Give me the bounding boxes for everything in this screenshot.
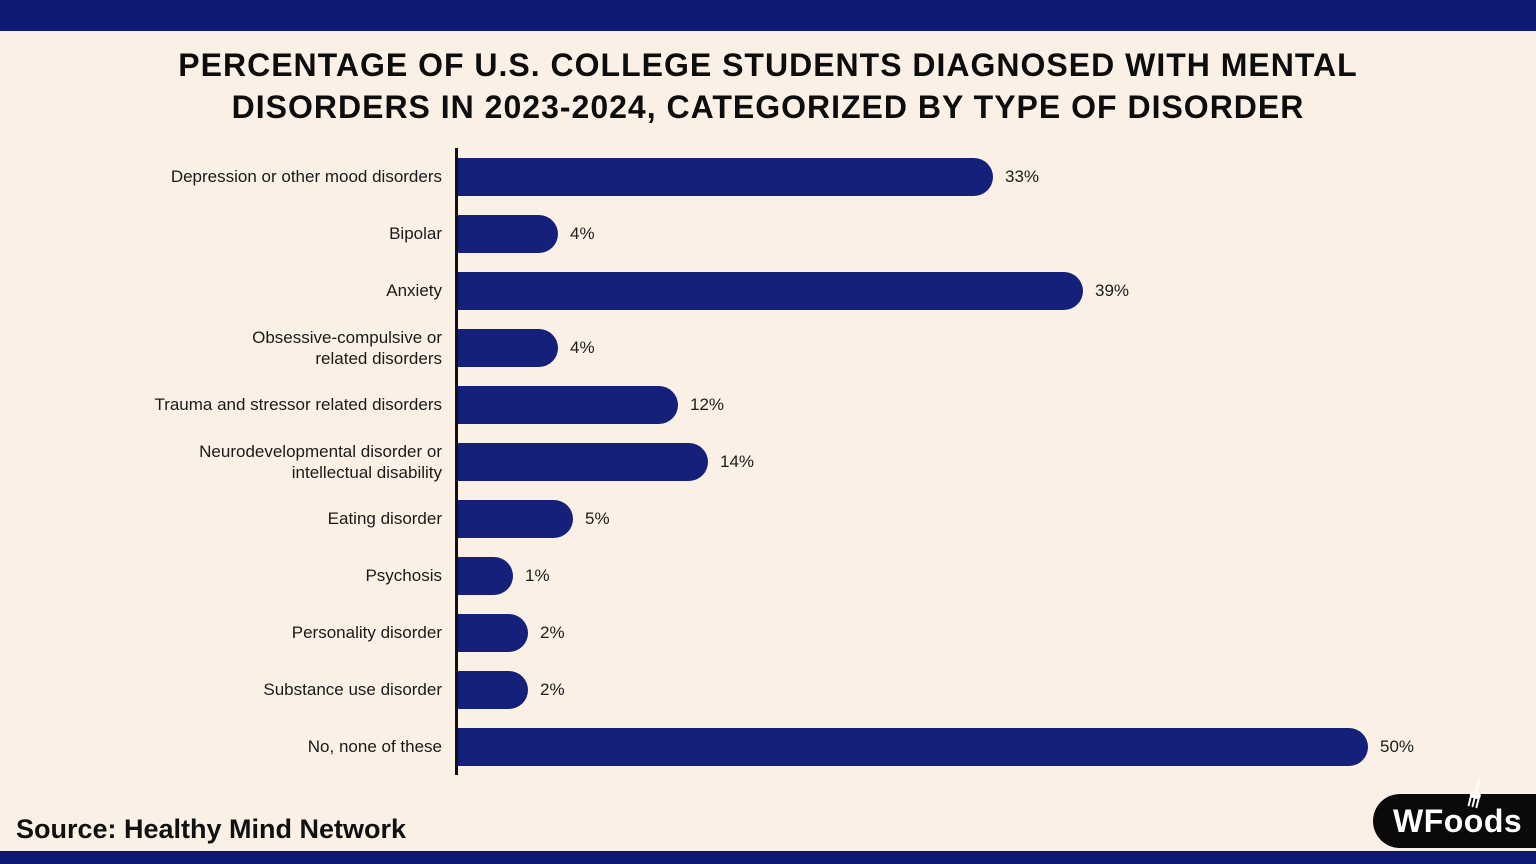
value-label: 5% (585, 508, 610, 528)
bar (458, 328, 558, 367)
value-label: 1% (525, 565, 550, 585)
value-label: 39% (1095, 280, 1130, 300)
bar (458, 499, 573, 538)
bottom-border-strip (0, 851, 1536, 864)
value-label: 33% (1005, 166, 1040, 186)
value-label: 50% (1380, 736, 1415, 756)
value-label: 12% (690, 394, 725, 414)
category-label: Eating disorder (327, 509, 442, 528)
bar-chart: Depression or other mood disorders 33% B… (0, 148, 1536, 775)
y-axis-line (455, 148, 458, 775)
chart-row: Obsessive-compulsive or related disorder… (0, 319, 1536, 376)
chart-row: Bipolar 4% (0, 205, 1536, 262)
chart-row: Depression or other mood disorders 33% (0, 148, 1536, 205)
chart-row: No, none of these 50% (0, 718, 1536, 775)
category-label: Trauma and stressor related disorders (154, 395, 442, 414)
category-label: Neurodevelopmental disorder or intellect… (199, 441, 442, 482)
chart-row: Trauma and stressor related disorders 12… (0, 376, 1536, 433)
chart-row: Personality disorder 2% (0, 604, 1536, 661)
brand-logo: WFoods (1373, 779, 1536, 848)
value-label: 4% (570, 223, 595, 243)
category-label: Obsessive-compulsive or related disorder… (252, 327, 442, 368)
chart-title-line2: DISORDERS IN 2023-2024, CATEGORIZED BY T… (231, 89, 1305, 125)
category-label: Personality disorder (291, 623, 442, 642)
brand-logo-text: WFoods (1393, 802, 1523, 839)
value-label: 4% (570, 337, 595, 357)
value-label: 14% (720, 451, 755, 471)
bar (458, 727, 1368, 766)
value-label: 2% (540, 679, 565, 699)
chart-row: Eating disorder 5% (0, 490, 1536, 547)
bar (458, 613, 528, 652)
category-label: Depression or other mood disorders (170, 167, 442, 186)
category-label: Anxiety (386, 281, 442, 300)
bar (458, 157, 993, 196)
bar (458, 556, 513, 595)
category-label: Psychosis (365, 566, 442, 585)
bar (458, 442, 708, 481)
chart-row: Neurodevelopmental disorder or intellect… (0, 433, 1536, 490)
category-label: No, none of these (307, 737, 442, 756)
bar (458, 670, 528, 709)
category-label: Bipolar (389, 224, 442, 243)
fork-icon (1467, 779, 1481, 809)
source-text: Source: Healthy Mind Network (16, 814, 407, 844)
value-label: 2% (540, 622, 565, 642)
chart-row: Psychosis 1% (0, 547, 1536, 604)
bar (458, 385, 678, 424)
top-border-strip (0, 0, 1536, 31)
chart-title: PERCENTAGE OF U.S. COLLEGE STUDENTS DIAG… (0, 44, 1536, 128)
bar (458, 271, 1083, 310)
category-label: Substance use disorder (263, 680, 442, 699)
chart-row: Substance use disorder 2% (0, 661, 1536, 718)
chart-row: Anxiety 39% (0, 262, 1536, 319)
chart-title-line1: PERCENTAGE OF U.S. COLLEGE STUDENTS DIAG… (178, 47, 1358, 83)
bar (458, 214, 558, 253)
